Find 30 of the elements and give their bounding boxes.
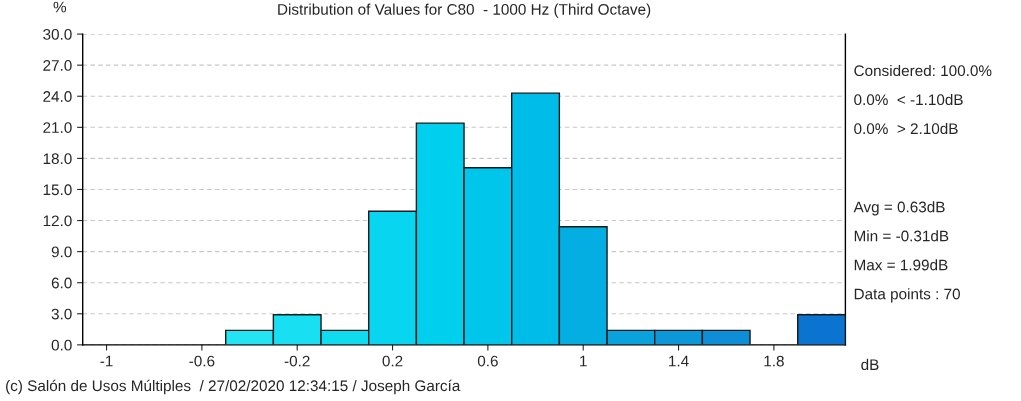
y-tick-label: 6.0: [51, 277, 72, 289]
x-tick-label: -1: [100, 355, 113, 367]
text: (c) Salón de Usos Múltiples / 27/02/2020 12:34:15 / Joseph García: [6, 379, 461, 395]
y-tick-label: 0.0: [51, 339, 72, 351]
y-tick-label: 12.0: [43, 215, 72, 227]
x-tick-label: 0.6: [477, 355, 498, 367]
text: Data points : 70: [854, 288, 960, 303]
y-tick-label: 27.0: [43, 60, 72, 71]
x-tick-label: 0.2: [382, 355, 403, 367]
x-tick-label: 1.8: [764, 355, 784, 367]
text: Min = -0.31dB: [854, 230, 949, 242]
y-tick-label: 30.0: [43, 28, 72, 40]
text: 0.0% > 2.10dB: [854, 122, 958, 135]
y-tick-label: 24.0: [43, 91, 72, 102]
text: Avg = 0.63dB: [853, 201, 945, 216]
x-axis-title: dB: [861, 358, 879, 371]
y-tick-label: 15.0: [43, 184, 72, 196]
y-tick-label: 18.0: [43, 153, 72, 165]
y-tick-label: 3.0: [51, 308, 72, 320]
y-tick-label: 21.0: [43, 122, 72, 133]
y-axis-title: %: [53, 1, 67, 13]
text: Considered: 100.0%: [854, 64, 992, 77]
chart-title: Distribution of Values for C80 - 1000 Hz (Third Octave): [278, 3, 651, 18]
x-tick-label: -0.2: [284, 355, 310, 367]
x-tick-label: 1.4: [669, 355, 689, 367]
text: Max = 1.99dB: [854, 259, 948, 271]
x-tick-label: 1: [580, 355, 587, 367]
y-tick-label: 9.0: [51, 246, 72, 258]
x-tick-label: -0.6: [189, 355, 215, 367]
text: 0.0% < -1.10dB: [854, 93, 963, 106]
